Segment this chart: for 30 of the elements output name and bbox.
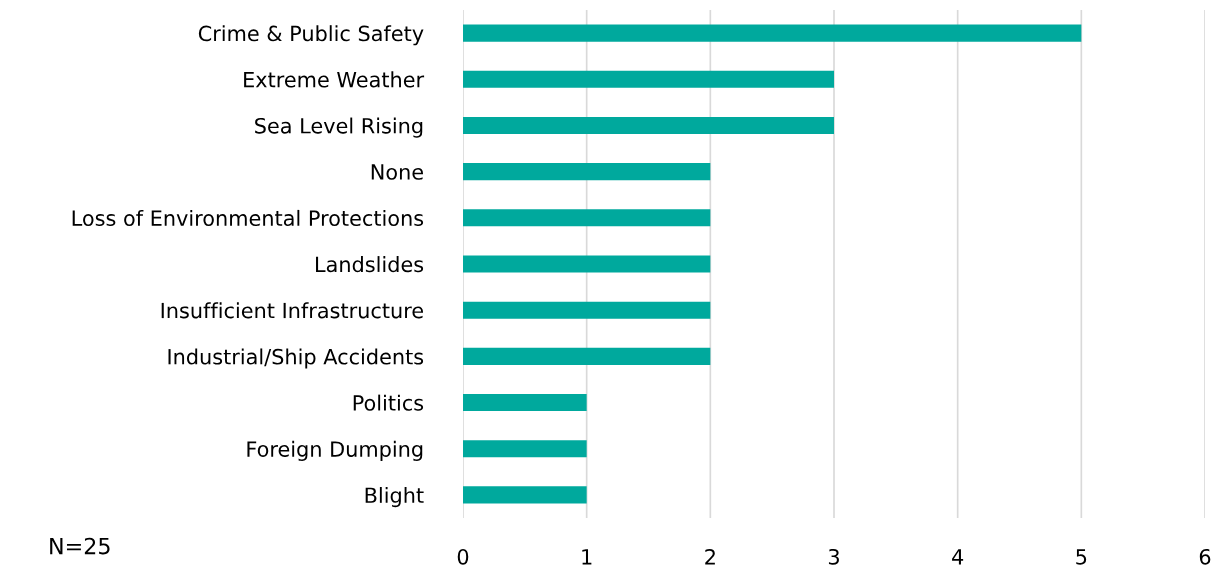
bar: [463, 24, 1082, 42]
y-tick-label: Insufficient Infrastructure: [161, 302, 424, 319]
bar: [463, 163, 711, 181]
x-tick-label: 0: [457, 548, 469, 565]
x-tick-label: 1: [582, 549, 592, 565]
x-tick-label: 6: [1199, 548, 1211, 565]
y-tick-label: Industrial/Ship Accidents: [168, 348, 424, 369]
x-tick-label: 4: [952, 549, 964, 565]
x-tick-label: 3: [828, 548, 839, 565]
text: N=25: [50, 537, 110, 555]
bar: [463, 70, 834, 88]
bar: [463, 116, 834, 134]
y-tick-label: Blight: [365, 486, 424, 508]
bar: [463, 440, 587, 458]
x-tick-label: 5: [1076, 549, 1087, 565]
bar: [463, 347, 711, 365]
y-tick-label: Crime & Public Safety: [198, 25, 424, 46]
bar: [463, 209, 711, 227]
y-tick-label: Politics: [353, 394, 424, 411]
y-tick-label: None: [371, 164, 423, 180]
y-tick-label: Extreme Weather: [244, 71, 425, 88]
x-tick-label: 2: [705, 548, 715, 565]
y-tick-label: Foreign Dumping: [247, 440, 423, 461]
bar: [463, 394, 587, 412]
y-tick-label: Loss of Environmental Protections: [72, 209, 424, 227]
bar: [463, 301, 711, 319]
bar: [463, 486, 587, 504]
y-tick-label: Sea Level Rising: [255, 117, 423, 138]
bar: [463, 255, 711, 273]
y-tick-label: Landslides: [316, 256, 424, 273]
